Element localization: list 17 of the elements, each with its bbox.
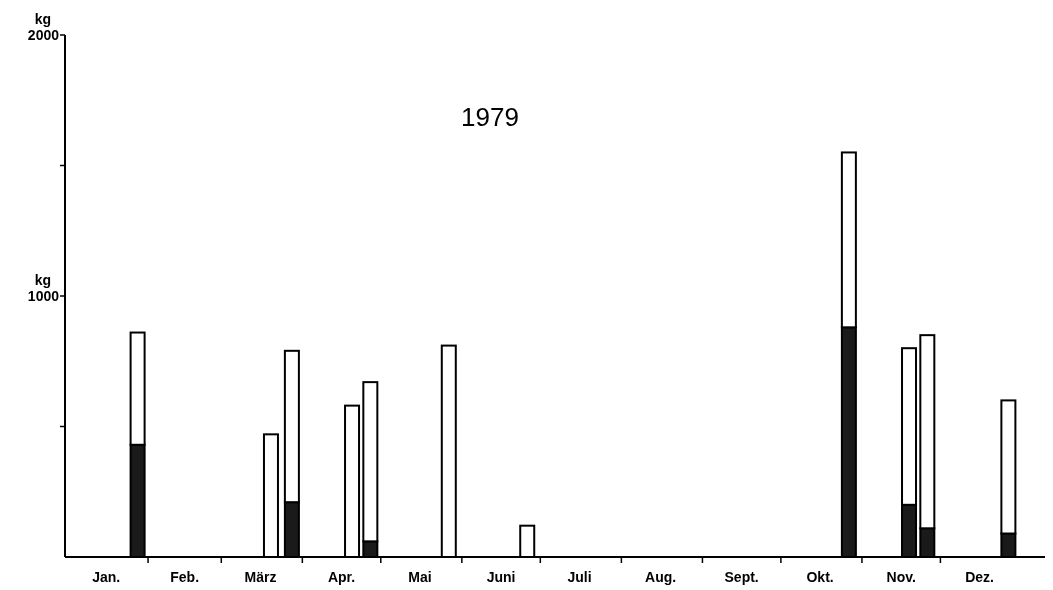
x-tick-label: Juli (567, 569, 592, 585)
x-tick-label: Jan. (92, 569, 121, 585)
x-tick-label: Feb. (170, 569, 200, 585)
x-tick-label: März (244, 569, 277, 585)
y-axis-title: kg (34, 272, 52, 288)
text: 1979 (461, 102, 519, 132)
x-tick-label: Juni (486, 569, 516, 585)
x-tick-label: Aug. (645, 569, 677, 585)
text: kg (34, 11, 52, 27)
x-tick-label: Sept. (724, 569, 759, 585)
x-tick-label: Apr. (327, 569, 356, 585)
x-tick-label: Mai (408, 569, 432, 585)
y-tick-label: 1000 (27, 288, 60, 304)
y-tick-label: 2000 (27, 27, 60, 43)
x-tick-label: Okt. (806, 569, 834, 585)
x-tick-label: Nov. (886, 569, 916, 585)
x-tick-label: Dez. (965, 569, 995, 585)
